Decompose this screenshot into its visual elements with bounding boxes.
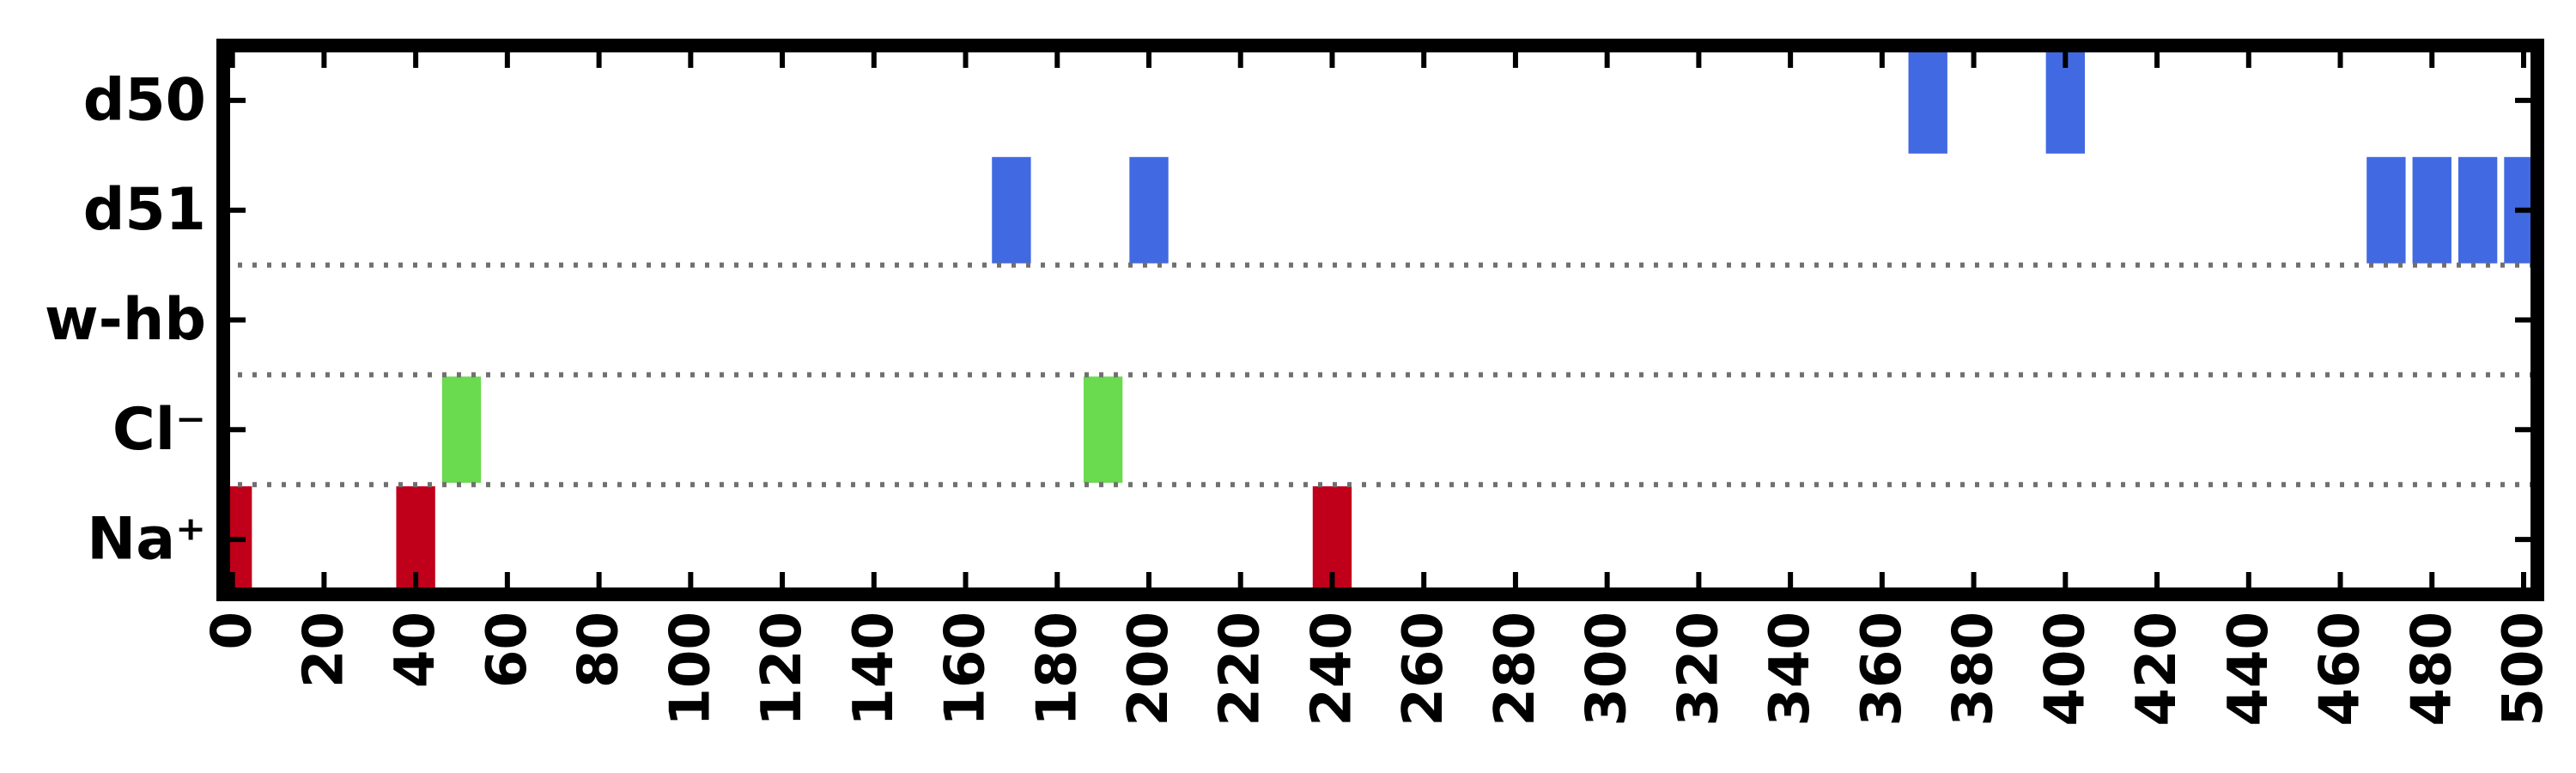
bar-cl-0 [441,376,482,484]
x-label-0: 0 [201,612,264,650]
bar-cl-1 [1083,376,1123,484]
x-label-180: 180 [1025,612,1089,727]
x-label-60: 60 [476,612,539,688]
bar-d51-3 [2412,156,2451,264]
x-tick-labels: 0 20 40 60 80 100 120 140 160 180 200 220 240 260 280 3… [201,612,2555,727]
y-label-w-hb: w-hb [45,286,206,354]
x-label-220: 220 [1209,612,1273,727]
x-label-240: 240 [1300,612,1364,727]
plot-frame [216,39,2544,601]
x-label-120: 120 [750,612,814,727]
x-label-200: 200 [1117,612,1181,727]
tick-marks [223,46,2537,594]
x-label-500: 500 [2492,612,2555,727]
x-label-160: 160 [934,612,998,727]
x-label-280: 280 [1484,612,1547,727]
bar-d51-2 [2366,156,2406,264]
bar-d51-4 [2458,156,2498,264]
x-label-480: 480 [2400,612,2464,727]
x-label-340: 340 [1759,612,1822,727]
bar-d50-0 [1908,47,1947,154]
x-label-320: 320 [1667,612,1730,727]
x-label-440: 440 [2217,612,2281,727]
separator-lines [223,262,2537,488]
y-label-cl: Cl⁻ [112,396,206,464]
y-label-na: Na⁺ [87,506,206,574]
x-label-80: 80 [568,612,631,688]
x-label-140: 140 [842,612,906,727]
y-tick-labels: d50 d51 w-hb Cl⁻ Na⁺ [45,66,206,573]
x-label-260: 260 [1392,612,1455,727]
bar-d51-0 [992,156,1031,264]
y-label-d51: d51 [83,176,206,244]
x-label-300: 300 [1576,612,1639,727]
x-label-420: 420 [2125,612,2189,727]
x-label-400: 400 [2033,612,2097,727]
x-label-460: 460 [2309,612,2372,727]
bar-d51-1 [1129,156,1169,264]
bars-layer [223,47,2537,593]
x-label-100: 100 [659,612,722,727]
x-label-20: 20 [292,612,355,688]
x-label-360: 360 [1850,612,1914,727]
x-label-380: 380 [1942,612,2006,727]
y-label-d50: d50 [83,66,206,134]
x-label-40: 40 [384,612,447,688]
